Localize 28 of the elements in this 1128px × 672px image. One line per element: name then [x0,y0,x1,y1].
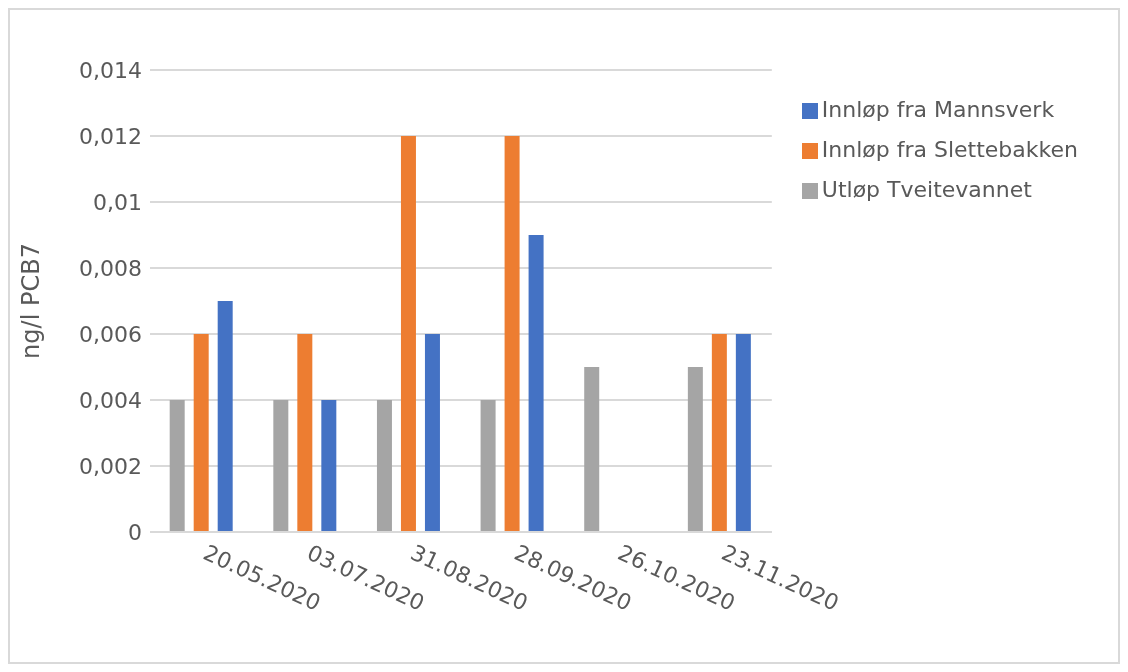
bar [424,334,440,532]
bar [504,136,520,532]
y-tick-label: 0 [128,519,142,545]
bar [584,367,600,532]
bar [193,334,209,532]
y-tick-label: 0,012 [79,123,142,149]
y-tick-label: 0,008 [79,255,142,281]
bar [528,235,544,532]
bar [376,400,392,532]
bar [711,334,727,532]
y-tick-label: 0,004 [79,387,142,413]
bar [273,400,289,532]
bar [321,400,337,532]
bar [480,400,496,532]
bar [735,334,751,532]
bar [169,400,185,532]
y-tick-label: 0,002 [79,453,142,479]
bar [687,367,703,532]
legend-label: Innløp fra Mannsverk [821,97,1055,122]
y-axis-title: ng/l PCB7 [16,243,45,359]
bar [400,136,416,532]
legend-label: Innløp fra Slettebakken [821,137,1078,162]
legend-label: Utløp Tveitevannet [821,177,1032,202]
bar [217,301,233,532]
y-tick-label: 0,006 [79,321,142,347]
y-tick-label: 0,01 [93,189,142,215]
bar [297,334,313,532]
y-tick-label: 0,014 [79,57,142,83]
